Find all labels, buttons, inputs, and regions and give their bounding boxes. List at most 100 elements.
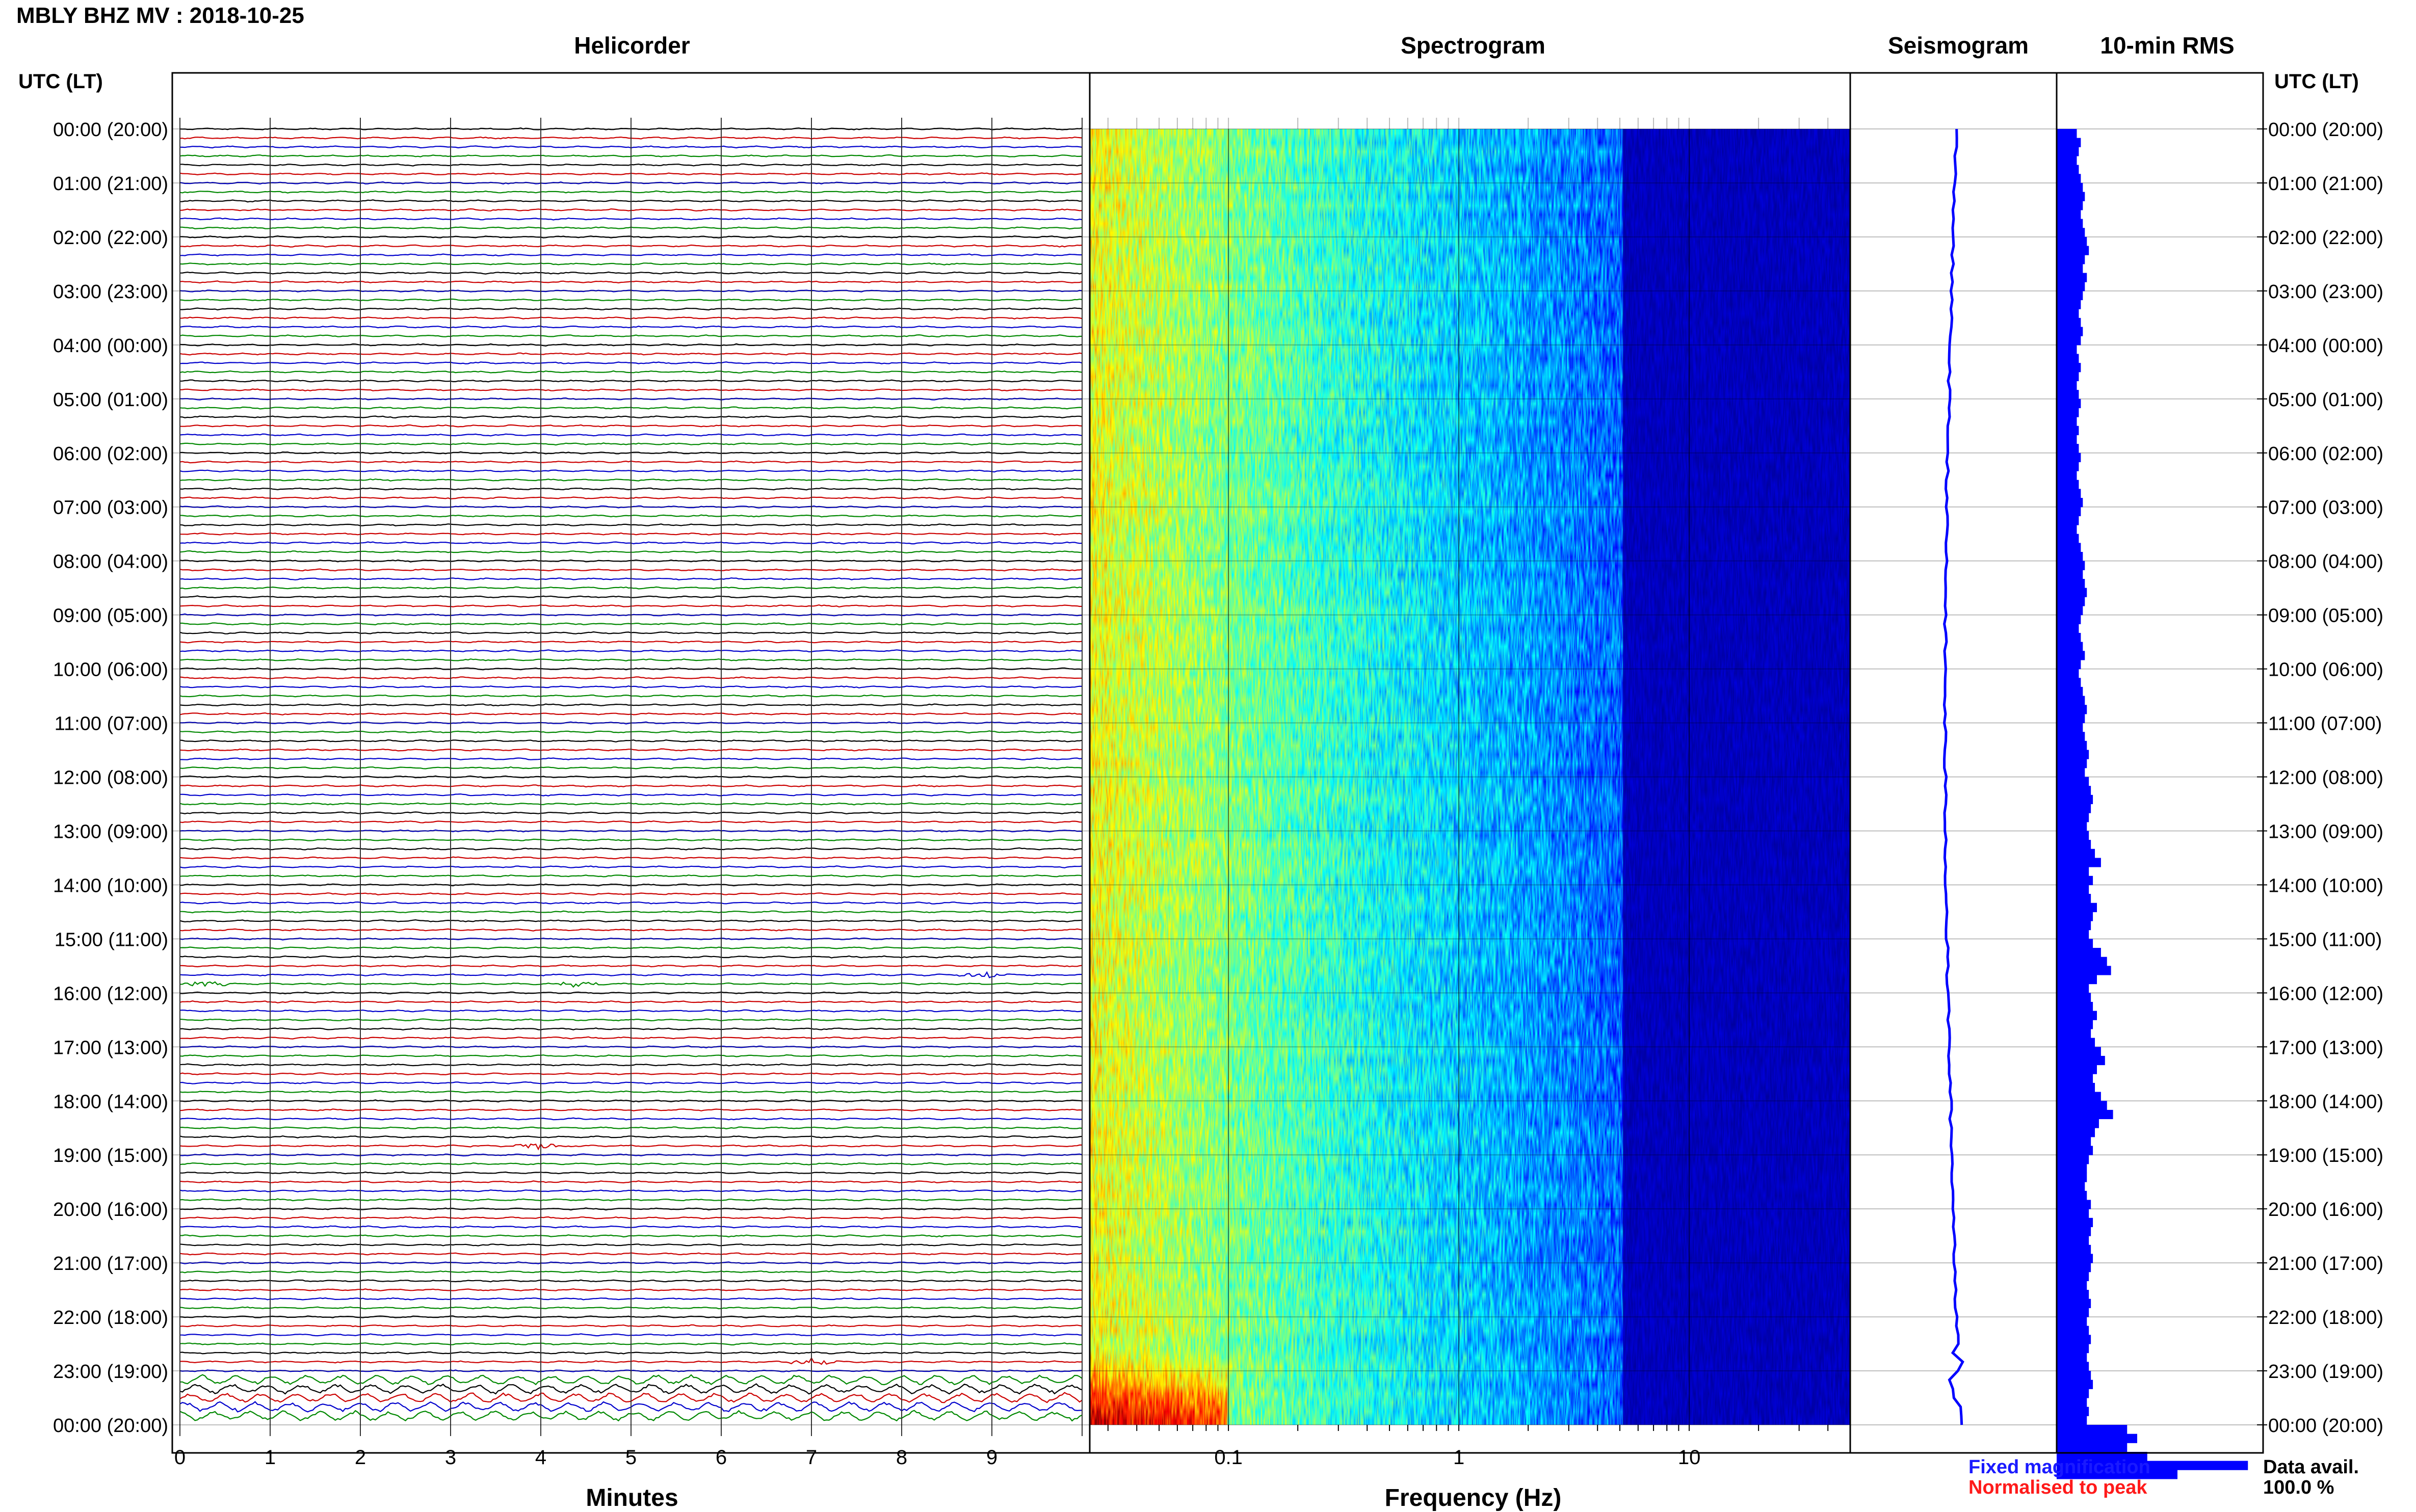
time-label-right: 16:00 (12:00) [2268, 983, 2383, 1004]
rms-bar [2057, 1425, 2128, 1435]
time-label-right: 23:00 (19:00) [2268, 1361, 2383, 1383]
rms-bar [2057, 678, 2081, 687]
hour-gridlines [172, 128, 2263, 1425]
time-label-right: 01:00 (21:00) [2268, 173, 2383, 195]
rms-bar [2057, 516, 2079, 525]
time-label-left: 10:00 (06:00) [53, 659, 168, 681]
spectrogram-grid [1107, 118, 1829, 1431]
rms-bar [2057, 686, 2083, 697]
rms-bar [2057, 471, 2077, 481]
rms-bar [2057, 1128, 2095, 1137]
helicorder-x-tick-label: 0 [174, 1446, 186, 1469]
time-label-right: 09:00 (05:00) [2268, 605, 2383, 627]
time-label-right: 00:00 (20:00) [2268, 119, 2383, 141]
rms-bar [2057, 1362, 2089, 1371]
rms-bar [2057, 354, 2079, 363]
time-label-right: 22:00 (18:00) [2268, 1307, 2383, 1329]
time-label-right: 19:00 (15:00) [2268, 1145, 2383, 1166]
rms-bar [2057, 1209, 2089, 1218]
rms-bar [2057, 1217, 2093, 1227]
time-label-left: 11:00 (07:00) [55, 713, 168, 735]
rms-bar [2057, 597, 2085, 606]
rms-bar [2057, 498, 2083, 508]
time-label-right: 14:00 (10:00) [2268, 875, 2383, 896]
rms-bar [2057, 147, 2079, 156]
rms-bar [2057, 948, 2101, 958]
rms-bar [2057, 236, 2087, 247]
rms-bar [2057, 1155, 2089, 1164]
rms-bar [2057, 651, 2085, 660]
rms-bar [2057, 363, 2081, 373]
rms-bar [2057, 426, 2079, 435]
rms-bar [2057, 1470, 2177, 1479]
rms-bar [2057, 1047, 2101, 1056]
time-label-right: 17:00 (13:00) [2268, 1037, 2383, 1058]
rms-bar [2057, 1082, 2095, 1093]
helicorder-x-tick-label: 6 [716, 1446, 727, 1469]
time-label-right: 06:00 (02:00) [2268, 443, 2383, 465]
time-label-left: 00:00 (20:00) [53, 119, 168, 141]
rms-bar [2057, 300, 2081, 309]
rms-bar [2057, 327, 2083, 336]
rms-bar [2057, 1163, 2087, 1174]
panel-frames [171, 72, 2264, 1454]
time-label-right: 00:00 (20:00) [2268, 1415, 2383, 1437]
rms-bar [2057, 219, 2083, 228]
rms-bar [2057, 507, 2081, 516]
time-label-right: 05:00 (01:00) [2268, 389, 2383, 411]
rms-bar [2057, 263, 2083, 274]
helicorder-x-tick-label: 5 [625, 1446, 637, 1469]
time-label-left: 16:00 (12:00) [53, 983, 168, 1004]
rms-bar [2057, 1074, 2093, 1083]
utc-lt-label-left: UTC (LT) [18, 70, 103, 93]
spectrogram-image [1090, 129, 1850, 1425]
rms-bar [2057, 642, 2083, 651]
time-label-right: 21:00 (17:00) [2268, 1253, 2383, 1275]
rms-bar [2057, 1011, 2097, 1020]
rms-bar [2057, 1407, 2089, 1416]
rms-bar [2057, 713, 2085, 724]
rms-bar [2057, 408, 2079, 417]
rms-bar [2057, 1371, 2091, 1381]
station-title: MBLY BHZ MV : 2018-10-25 [16, 3, 304, 28]
rms-bar [2057, 344, 2077, 354]
helicorder-x-tick-label: 4 [535, 1446, 546, 1469]
time-label-left: 08:00 (04:00) [53, 551, 168, 573]
time-label-right: 20:00 (16:00) [2268, 1199, 2383, 1221]
rms-bar [2057, 1290, 2089, 1299]
time-label-left: 21:00 (17:00) [53, 1253, 168, 1275]
rms-bar [2057, 1020, 2093, 1029]
rms-bar [2057, 921, 2091, 931]
rms-bar [2057, 1451, 2147, 1462]
rms-bar [2057, 435, 2077, 444]
rms-bar [2057, 777, 2089, 786]
rms-bar [2057, 885, 2089, 894]
time-label-right: 12:00 (08:00) [2268, 767, 2383, 789]
time-label-right: 08:00 (04:00) [2268, 551, 2383, 573]
rms-bar [2057, 848, 2095, 858]
rms-bar [2057, 1244, 2091, 1254]
rms-bar [2057, 912, 2093, 921]
rms-bar [2057, 1092, 2101, 1101]
rms-bar [2057, 228, 2085, 237]
utc-lt-label-right: UTC (LT) [2274, 70, 2359, 93]
seismogram-title: Seismogram [1887, 32, 2029, 59]
time-label-left: 09:00 (05:00) [53, 605, 168, 627]
time-label-left: 19:00 (15:00) [53, 1145, 168, 1166]
time-label-right: 10:00 (06:00) [2268, 659, 2383, 681]
time-label-left: 07:00 (03:00) [53, 497, 168, 519]
rms-bar [2057, 1227, 2091, 1236]
time-label-right: 11:00 (07:00) [2268, 713, 2382, 735]
time-labels: 00:00 (20:00) 00:00 (20:00) 01:00 (21:00) 0… [53, 119, 2383, 1437]
rms-bar [2057, 1028, 2091, 1039]
time-label-right: 13:00 (09:00) [2268, 821, 2383, 842]
rms-bar [2057, 1101, 2107, 1110]
rms-bar [2057, 1182, 2085, 1191]
rms-bar [2057, 1109, 2113, 1120]
rms-bar [2057, 1271, 2089, 1281]
time-label-left: 03:00 (23:00) [53, 281, 168, 303]
time-label-right: 18:00 (14:00) [2268, 1091, 2383, 1112]
helicorder-x-ticks: 0 1 2 3 4 5 6 7 8 9 [174, 1446, 997, 1469]
time-label-left: 23:00 (19:00) [53, 1361, 168, 1383]
